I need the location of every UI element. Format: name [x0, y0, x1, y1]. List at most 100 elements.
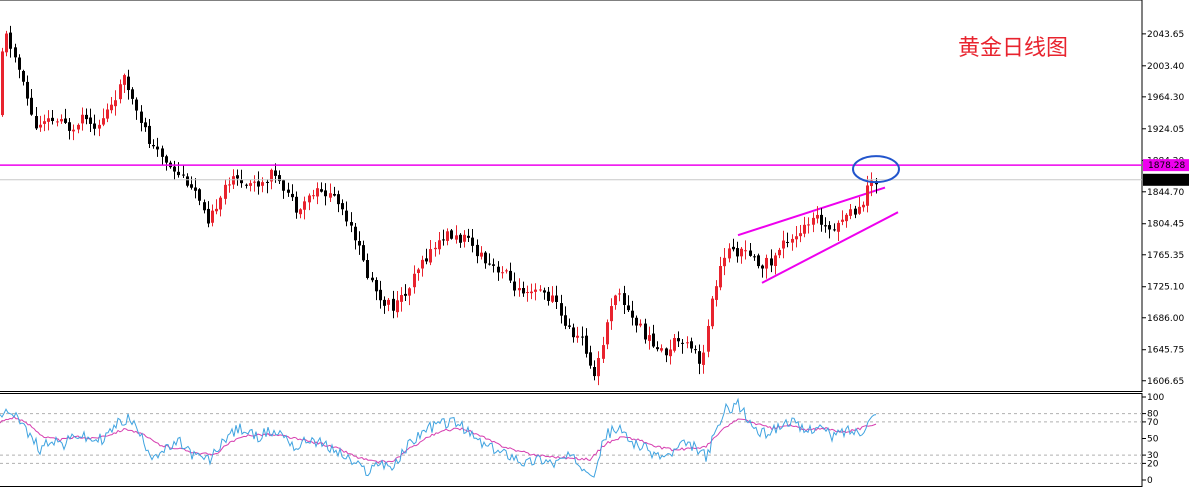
candle-body	[732, 246, 735, 250]
candle-body	[387, 299, 390, 305]
candle-body	[816, 214, 819, 219]
candle-body	[467, 235, 470, 238]
candle-body	[757, 255, 760, 267]
candle-body	[555, 295, 558, 303]
candle-body	[127, 76, 130, 91]
candle-body	[261, 182, 264, 186]
candle-body	[820, 214, 823, 225]
candle-body	[656, 347, 659, 350]
candle-body	[253, 181, 256, 183]
candle-body	[845, 214, 848, 222]
candle-body	[207, 208, 210, 224]
oscillator-tick-label: 70	[1147, 418, 1159, 428]
candle-body	[219, 197, 222, 210]
candle-body	[455, 235, 458, 240]
candle-body	[341, 203, 344, 210]
candle-body	[660, 348, 663, 351]
candle-body	[9, 32, 12, 49]
price-tick-label: 1606.65	[1147, 377, 1184, 387]
candle-body	[249, 183, 252, 186]
candle-body	[47, 118, 50, 122]
candle-body	[186, 176, 189, 186]
candle-body	[828, 225, 831, 230]
candle-body	[522, 288, 525, 294]
candle-body	[610, 306, 613, 322]
candle-body	[669, 349, 672, 357]
candle-body	[421, 259, 424, 269]
candle-body	[72, 129, 75, 132]
candle-body	[824, 225, 827, 227]
candle-body	[345, 210, 348, 222]
candle-body	[673, 337, 676, 351]
candle-body	[509, 270, 512, 281]
oscillator-tick-label: 80	[1147, 410, 1159, 420]
candle-body	[576, 335, 579, 338]
candle-body	[513, 281, 516, 291]
candle-body	[165, 156, 168, 163]
candle-body	[383, 299, 386, 306]
price-tick-label: 1804.45	[1147, 220, 1184, 230]
candle-body	[51, 117, 54, 122]
candle-body	[799, 233, 802, 237]
oscillator-fast-line	[0, 397, 877, 478]
candle-body	[320, 189, 323, 192]
candle-body	[854, 208, 857, 215]
candle-body	[232, 176, 235, 185]
candle-body	[274, 170, 277, 176]
candle-body	[14, 47, 17, 58]
candle-body	[778, 249, 781, 256]
candle-body	[161, 148, 164, 157]
candle-body	[282, 180, 285, 191]
candle-body	[106, 109, 109, 119]
candle-body	[266, 181, 269, 183]
candle-body	[135, 99, 138, 111]
candle-body	[295, 196, 298, 213]
candle-body	[119, 84, 122, 100]
candle-body	[5, 33, 8, 53]
candle-body	[694, 349, 697, 351]
candle-body	[614, 295, 617, 306]
candle-body	[707, 325, 710, 352]
candle-body	[471, 237, 474, 246]
candle-body	[123, 75, 126, 85]
candle-body	[782, 240, 785, 249]
oscillator-tick-label: 50	[1147, 435, 1159, 445]
candle-body	[438, 240, 441, 250]
candle-body	[198, 189, 201, 201]
candle-body	[686, 342, 689, 344]
candle-body	[228, 184, 231, 186]
candle-body	[639, 323, 642, 326]
price-tick-label: 1964.30	[1147, 93, 1184, 103]
oscillator-tick-label: 30	[1147, 451, 1159, 461]
candle-body	[215, 208, 218, 212]
price-tick-label: 2043.65	[1147, 30, 1184, 40]
candle-body	[18, 57, 21, 70]
oscillator-slow-line	[0, 415, 877, 464]
candle-body	[530, 291, 533, 294]
price-axis: 2043.652003.401964.301924.051884.201844.…	[1142, 30, 1184, 387]
candle-body	[488, 263, 491, 265]
candle-body	[681, 342, 684, 344]
candle-body	[177, 171, 180, 176]
candle-body	[564, 315, 567, 326]
candle-body	[324, 190, 327, 197]
candle-body	[501, 272, 504, 274]
candle-body	[35, 116, 38, 129]
candle-body	[593, 367, 596, 377]
candle-body	[765, 257, 768, 269]
candle-body	[627, 305, 630, 311]
candle-body	[287, 189, 290, 193]
price-panel: 2043.652003.401964.301924.051884.201844.…	[0, 0, 1189, 392]
candle-body	[417, 269, 420, 273]
candle-body	[392, 298, 395, 311]
candle-body	[518, 288, 521, 291]
candle-body	[728, 248, 731, 259]
candle-body	[429, 249, 432, 263]
candle-body	[102, 118, 105, 125]
candle-body	[862, 204, 865, 208]
candle-body	[396, 300, 399, 313]
candle-body	[534, 289, 537, 292]
candle-body	[711, 298, 714, 327]
